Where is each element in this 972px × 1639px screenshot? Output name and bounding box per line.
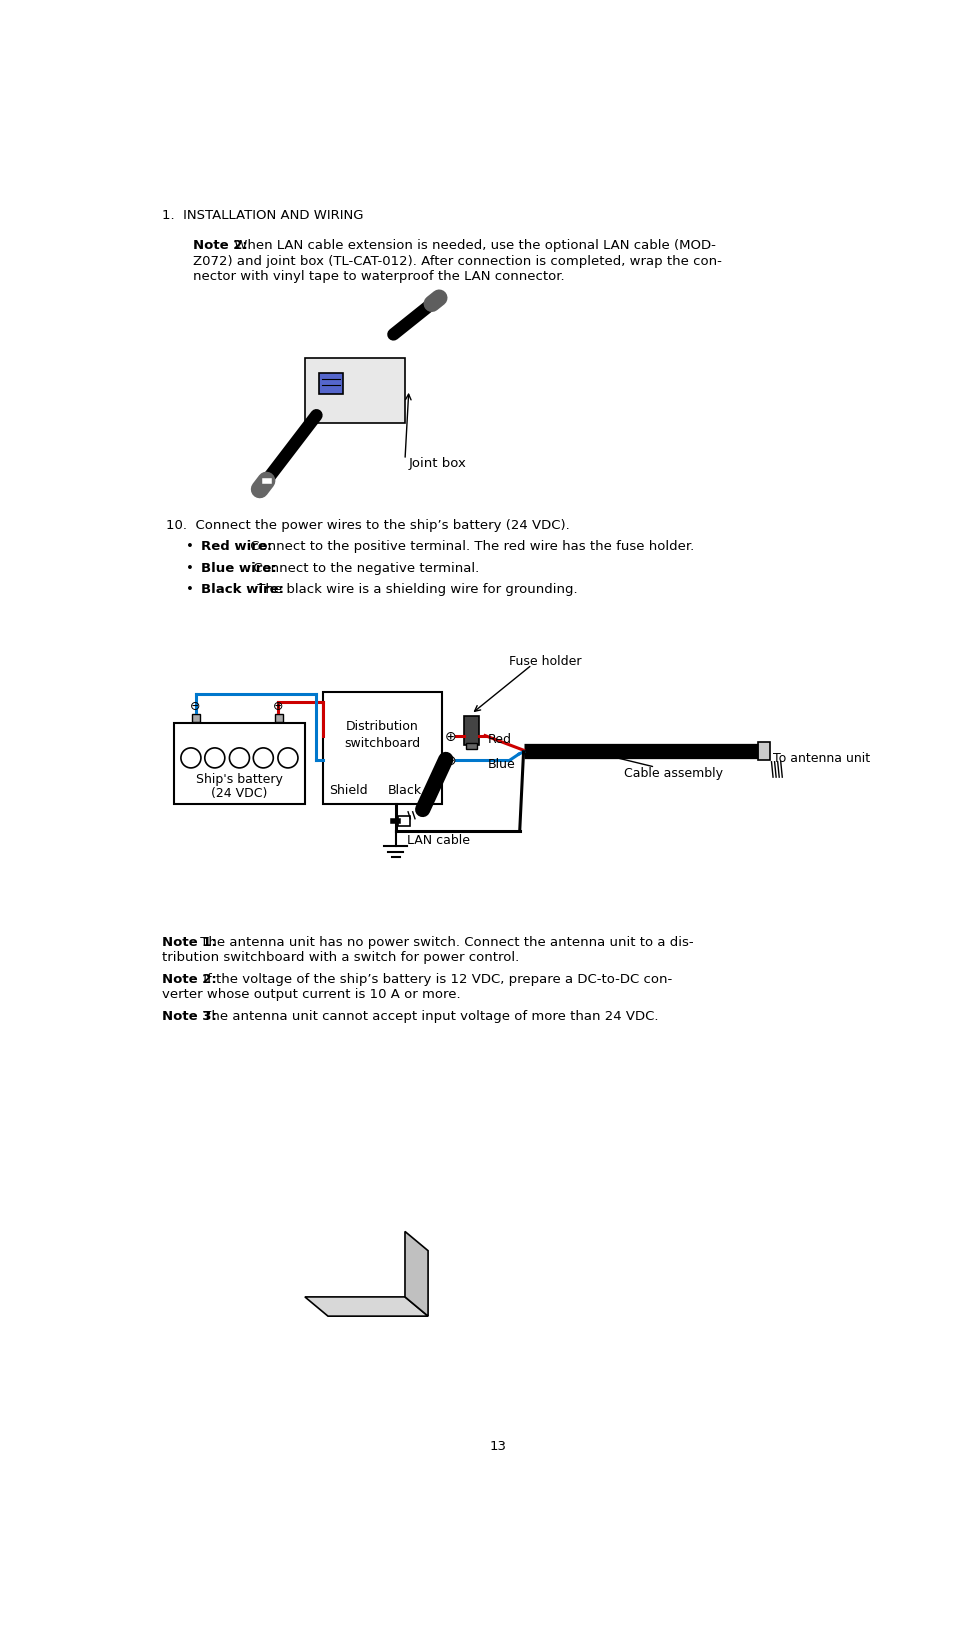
Text: •: •: [186, 539, 193, 552]
Text: •: •: [186, 583, 193, 597]
Circle shape: [254, 749, 273, 769]
Circle shape: [278, 749, 298, 769]
Text: The black wire is a shielding wire for grounding.: The black wire is a shielding wire for g…: [254, 583, 578, 597]
Polygon shape: [305, 1296, 428, 1316]
Bar: [174, 724, 305, 805]
Polygon shape: [405, 1231, 428, 1316]
Text: ⊖: ⊖: [191, 700, 201, 713]
Text: Black wire:: Black wire:: [201, 583, 284, 597]
Text: ⊕: ⊕: [273, 700, 283, 713]
Text: Ship's battery: Ship's battery: [196, 772, 283, 785]
Bar: [399, 816, 410, 828]
Text: nector with vinyl tape to waterproof the LAN connector.: nector with vinyl tape to waterproof the…: [193, 270, 565, 284]
Text: The antenna unit cannot accept input voltage of more than 24 VDC.: The antenna unit cannot accept input vol…: [199, 1010, 659, 1023]
Text: When LAN cable extension is needed, use the optional LAN cable (MOD-: When LAN cable extension is needed, use …: [230, 239, 716, 252]
Text: Z072) and joint box (TL-CAT-012). After connection is completed, wrap the con-: Z072) and joint box (TL-CAT-012). After …: [193, 254, 722, 267]
Text: Black: Black: [388, 783, 422, 797]
Text: Blue: Blue: [488, 757, 516, 770]
Text: Note 2:: Note 2:: [193, 239, 248, 252]
Bar: [319, 374, 343, 395]
Circle shape: [205, 749, 225, 769]
Text: Note 3:: Note 3:: [162, 1010, 218, 1023]
Text: Connect to the positive terminal. The red wire has the fuse holder.: Connect to the positive terminal. The re…: [246, 539, 694, 552]
Text: tribution switchboard with a switch for power control.: tribution switchboard with a switch for …: [162, 951, 520, 964]
Text: The antenna unit has no power switch. Connect the antenna unit to a dis-: The antenna unit has no power switch. Co…: [196, 936, 694, 949]
Text: ⊖: ⊖: [445, 754, 457, 767]
Text: Red wire:: Red wire:: [201, 539, 272, 552]
Text: Fuse holder: Fuse holder: [509, 654, 581, 667]
Text: 1.  INSTALLATION AND WIRING: 1. INSTALLATION AND WIRING: [162, 210, 364, 221]
Text: (24 VDC): (24 VDC): [211, 787, 267, 800]
Text: Joint box: Joint box: [409, 457, 467, 470]
Bar: [464, 716, 479, 746]
Bar: [192, 715, 200, 723]
Text: •: •: [186, 562, 193, 574]
Bar: [275, 715, 283, 723]
Text: Cable assembly: Cable assembly: [624, 765, 723, 779]
Text: switchboard: switchboard: [344, 736, 420, 749]
Text: ⊕: ⊕: [445, 729, 457, 742]
Bar: [305, 359, 405, 425]
Circle shape: [181, 749, 201, 769]
Bar: [466, 744, 476, 751]
Circle shape: [229, 749, 250, 769]
Text: Distribution: Distribution: [345, 720, 418, 733]
Bar: [757, 742, 770, 760]
Text: 13: 13: [490, 1439, 506, 1452]
Text: Shield: Shield: [329, 783, 367, 797]
Text: If the voltage of the ship’s battery is 12 VDC, prepare a DC-to-DC con-: If the voltage of the ship’s battery is …: [199, 972, 673, 985]
Text: LAN cable: LAN cable: [406, 833, 469, 846]
Bar: [323, 693, 442, 805]
Text: Note 2:: Note 2:: [162, 972, 217, 985]
Text: verter whose output current is 10 A or more.: verter whose output current is 10 A or m…: [162, 988, 461, 1001]
Text: Red: Red: [488, 733, 512, 746]
Text: Note 1:: Note 1:: [162, 936, 217, 949]
Text: Connect to the negative terminal.: Connect to the negative terminal.: [250, 562, 480, 574]
Text: Blue wire:: Blue wire:: [201, 562, 277, 574]
Text: 10.  Connect the power wires to the ship’s battery (24 VDC).: 10. Connect the power wires to the ship’…: [166, 518, 570, 531]
Text: To antenna unit: To antenna unit: [773, 751, 870, 764]
